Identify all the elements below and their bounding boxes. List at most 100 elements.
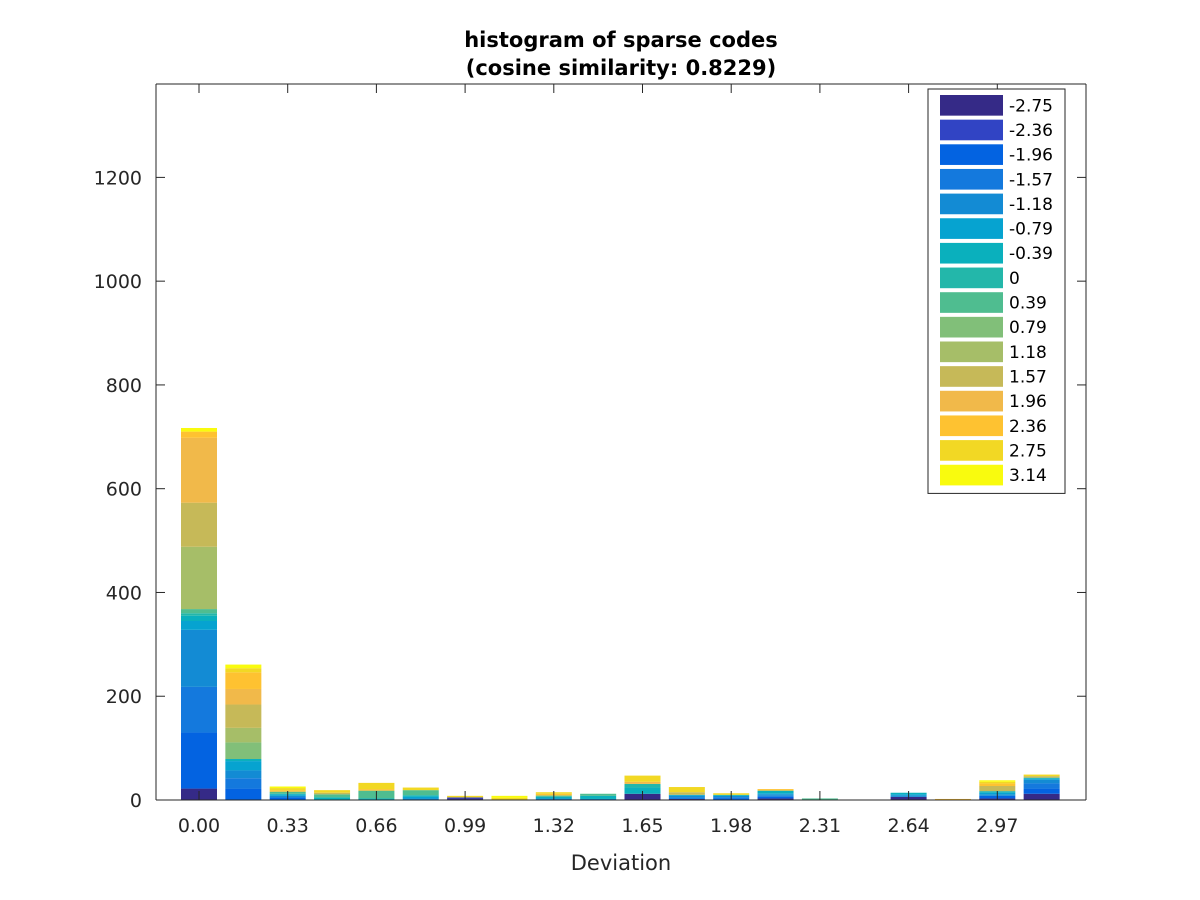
bar-segment <box>181 686 217 733</box>
bar-segment <box>181 615 217 621</box>
bar-segment <box>402 795 439 797</box>
x-ticks: 0.00 0.33 0.66 0.99 1.32 1.65 1.98 2.31 2.64 2.97 <box>178 84 1018 837</box>
bar-segment <box>757 789 794 791</box>
legend-swatch <box>940 316 1003 338</box>
bar-segment <box>181 427 217 432</box>
bar-segment <box>624 787 661 794</box>
bar-segment <box>181 621 217 630</box>
legend-swatch <box>940 415 1003 437</box>
legend-swatch <box>940 95 1003 116</box>
bar-segment <box>668 792 705 795</box>
bar-segment <box>1023 774 1060 777</box>
bar-segment <box>757 796 794 799</box>
chart-title-line-2: (cosine similarity: 0.8229) <box>466 56 776 80</box>
bar-segment <box>269 788 306 791</box>
bar-segment <box>225 742 262 760</box>
bar-segment <box>225 788 262 800</box>
bar-segment <box>668 797 705 799</box>
bar-segment <box>491 795 528 798</box>
bar-segment <box>402 796 439 799</box>
bar-segment <box>358 782 395 790</box>
legend-label: 3.14 <box>1009 466 1047 486</box>
legend-swatch <box>940 341 1003 363</box>
legend-label: 1.18 <box>1009 343 1047 363</box>
axes-frame <box>155 83 1087 801</box>
legend-label: -1.57 <box>1009 170 1053 190</box>
bar-segment <box>580 793 617 796</box>
bar-segment <box>225 664 262 669</box>
bar-segment <box>225 778 262 789</box>
legend-label: -0.79 <box>1009 220 1053 240</box>
bar-segment <box>1023 793 1060 800</box>
bar-segment <box>580 795 617 799</box>
bar-segment <box>491 797 528 800</box>
x-axis-title: Deviation <box>571 851 671 875</box>
bar-segment <box>979 785 1016 792</box>
bar-segment <box>668 795 705 798</box>
y-ticks: 0 200 400 600 800 1000 1200 <box>94 167 1086 812</box>
bar-segment <box>1023 779 1060 784</box>
y-tick-label: 800 <box>106 375 142 397</box>
bar-segment <box>757 793 794 795</box>
x-tick-label: 2.64 <box>887 815 929 837</box>
bar-segment <box>757 798 794 800</box>
legend-swatch <box>940 242 1003 264</box>
y-tick-label: 600 <box>106 479 142 501</box>
bar-segment <box>624 783 661 788</box>
legend-swatch <box>940 218 1003 239</box>
legend-label: 1.96 <box>1009 392 1047 412</box>
bar-segment <box>757 790 794 794</box>
y-tick-label: 1200 <box>94 167 142 189</box>
legend-label: -2.36 <box>1009 121 1053 141</box>
bar-segment <box>1023 788 1060 794</box>
bar-segment <box>181 629 217 687</box>
legend-label: 2.36 <box>1009 417 1047 437</box>
bar-segment <box>225 672 262 689</box>
legend-label: 2.75 <box>1009 441 1047 461</box>
bar-segment <box>580 798 617 800</box>
x-tick-label: 2.31 <box>799 815 841 837</box>
legend-label: 1.57 <box>1009 367 1047 387</box>
bar-segment <box>358 789 395 791</box>
bar-segment <box>181 609 217 614</box>
legend-label: -1.18 <box>1009 195 1053 215</box>
x-tick-label: 0.66 <box>355 815 397 837</box>
bar-segment <box>314 794 351 798</box>
legend-swatch <box>940 267 1003 289</box>
bar-segment <box>402 790 439 796</box>
bar-segment <box>624 775 661 782</box>
bar-segment <box>979 781 1016 784</box>
y-tick-label: 0 <box>130 790 142 812</box>
legend: -2.75 -2.36 -1.96 -1.57 -1.18 -0.79 -0.39 0 0.39… <box>927 88 1066 494</box>
x-tick-label: 0.00 <box>178 815 220 837</box>
bar-segment <box>225 759 262 762</box>
bar-segment <box>225 770 262 779</box>
bar-segment <box>668 798 705 800</box>
legend-label: 0 <box>1009 269 1020 289</box>
bar-segment <box>181 437 217 503</box>
x-tick-label: 1.32 <box>533 815 575 837</box>
bar-segment <box>225 727 262 743</box>
legend-swatch <box>940 119 1003 141</box>
x-tick-label: 0.99 <box>444 815 486 837</box>
bar-segment <box>181 613 217 616</box>
bar-segment <box>269 790 306 792</box>
x-tick-label: 1.65 <box>621 815 663 837</box>
legend-swatch <box>940 440 1003 461</box>
bar-segment <box>1023 783 1060 789</box>
legend-swatch <box>940 168 1003 190</box>
legend-swatch <box>940 193 1003 215</box>
legend-swatch <box>940 292 1003 313</box>
legend-swatch <box>940 144 1003 165</box>
legend-label: 0.79 <box>1009 318 1047 338</box>
bar-segment <box>1023 778 1060 780</box>
bar-segment <box>181 502 217 547</box>
y-tick-label: 200 <box>106 686 142 708</box>
bar-segment <box>757 795 794 797</box>
chart-title-line-1: histogram of sparse codes <box>464 28 778 52</box>
bar-segment <box>181 431 217 438</box>
legend-label: -0.39 <box>1009 244 1053 264</box>
bar-segment <box>1023 776 1060 778</box>
y-tick-label: 1000 <box>94 271 142 293</box>
bar-segment <box>314 790 351 793</box>
